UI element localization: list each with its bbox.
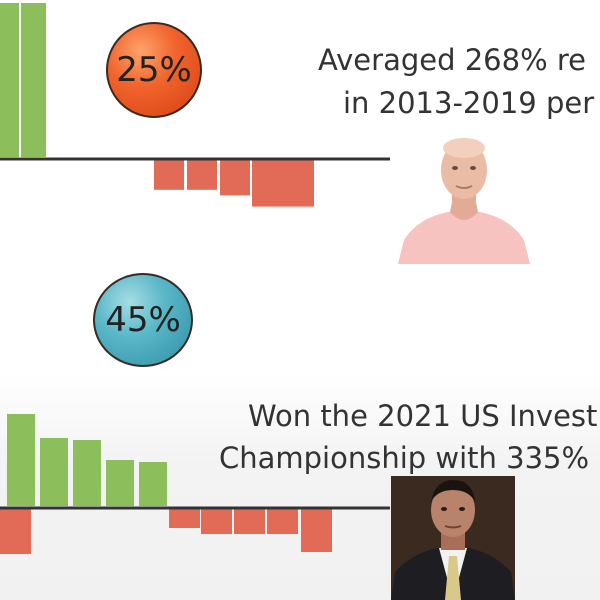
chart-bar-6: [169, 508, 200, 528]
portrait-photo-man-in-suit: [391, 476, 515, 600]
percent-badge-blue: 45%: [93, 273, 193, 367]
chart-bar-1: [0, 3, 19, 157]
portrait-photo-bald-man: [398, 132, 530, 264]
chart-bar-2: [21, 3, 46, 157]
chart-bar-2: [40, 438, 68, 506]
chart-bar-6: [252, 159, 283, 207]
chart-bar-4: [187, 159, 217, 190]
bar-chart-bottom: [0, 414, 390, 554]
percent-badge-orange: 25%: [106, 22, 202, 118]
chart-bar-9: [267, 508, 298, 534]
caption-line-2: in 2013-2019 per: [343, 86, 595, 120]
chart-bar-3: [154, 159, 184, 190]
chart-bar-4: [106, 460, 134, 506]
panel-bottom: 45% Won the 2021 US Investin Championshi…: [0, 273, 600, 600]
badge-text: 25%: [116, 50, 192, 90]
badge-text: 45%: [105, 300, 181, 340]
chart-bar-1: [7, 414, 35, 506]
panel-top: 25% Averaged 268% re in 2013-2019 per: [0, 3, 595, 264]
caption-line-2: Championship with 335% re: [219, 441, 600, 475]
chart-bar-5: [220, 159, 250, 196]
chart-bar-8: [234, 508, 265, 534]
caption-line-1: Won the 2021 US Investin: [248, 399, 600, 433]
bar-chart-top: [0, 3, 390, 207]
chart-bar-5: [139, 462, 167, 506]
caption-line-1: Averaged 268% re: [318, 43, 586, 77]
chart-bar-7: [283, 159, 314, 207]
chart-bar-10: [301, 508, 332, 552]
chart-bar-3: [73, 440, 101, 506]
chart-bar-7: [201, 508, 232, 534]
chart-bar-11: [0, 508, 31, 554]
